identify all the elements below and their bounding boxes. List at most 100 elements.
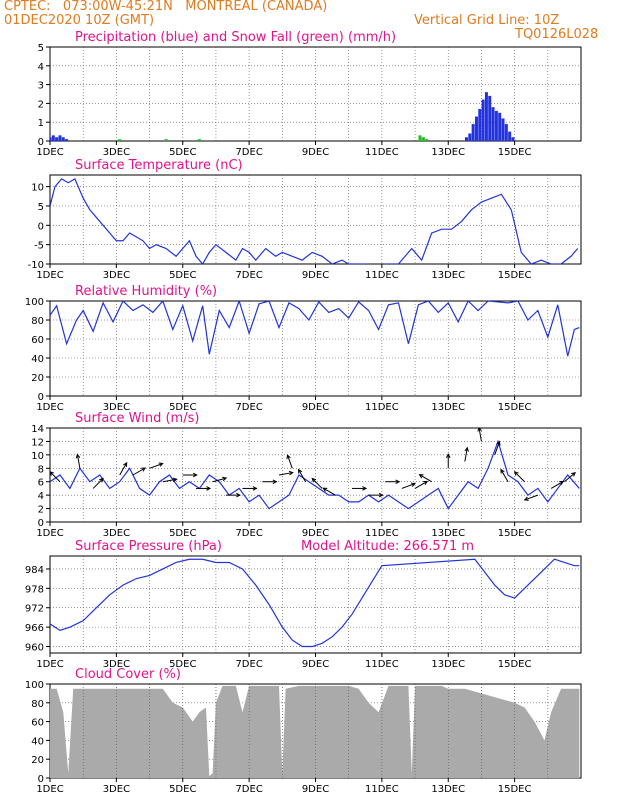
rh-xtick-label: 9DEC <box>302 402 329 413</box>
wind-panel <box>46 427 582 526</box>
temp-series-line <box>50 178 579 264</box>
wind-arrow-shaft <box>311 478 323 489</box>
wind-xtick-label: 13DEC <box>431 528 465 539</box>
rh-ytick-label: 0 <box>38 392 44 403</box>
cloud-xtick-label: 7DEC <box>235 784 262 795</box>
temp-xtick-label: 11DEC <box>365 270 399 281</box>
wind-xtick-label: 9DEC <box>302 528 329 539</box>
wind-arrow-head <box>410 482 416 487</box>
precip-ytick-label: 4 <box>38 62 44 73</box>
cloud-plot <box>50 684 580 778</box>
location-header: CPTEC: 073:00W-45:21N MONTREAL (CANADA) <box>4 0 328 14</box>
wind-arrow-head <box>571 472 576 477</box>
wind-arrow-head <box>322 487 328 492</box>
rh-ytick-label: 40 <box>31 354 44 365</box>
cloud-xtick-label: 9DEC <box>302 784 329 795</box>
precip-bar <box>474 116 478 141</box>
wind-series-line <box>50 439 580 510</box>
wind-arrow-shaft <box>564 472 576 483</box>
wind-arrow-head <box>464 446 469 452</box>
wind-arrow-head <box>496 440 501 446</box>
rh-ytick-label: 100 <box>25 297 44 308</box>
pressure-xtick-label: 5DEC <box>169 659 196 670</box>
wind-arrow-head <box>141 467 147 472</box>
wind-ytick-label: 0 <box>38 518 44 529</box>
temp-ytick-label: 0 <box>38 221 44 232</box>
precip-bar <box>498 112 502 141</box>
precip-bar <box>118 139 122 141</box>
wind-arrow-head <box>500 468 505 474</box>
wind-arrow-head <box>158 462 164 467</box>
precip-bar <box>501 118 505 141</box>
wind-arrow-shaft <box>149 463 163 469</box>
wind-title: Surface Wind (m/s) <box>75 411 199 426</box>
rh-plot <box>50 301 580 357</box>
wind-xtick-label: 3DEC <box>103 528 130 539</box>
wind-arrow-shaft <box>119 462 128 476</box>
wind-arrow-head <box>50 471 55 476</box>
precip-bar <box>197 139 201 141</box>
grid-note: Vertical Grid Line: 10Z <box>414 13 560 28</box>
rh-xtick-label: 7DEC <box>235 402 262 413</box>
temp-plot <box>50 178 579 264</box>
precip-bar <box>465 137 469 141</box>
wind-arrow-shaft <box>550 480 564 489</box>
precip-bar <box>508 131 512 141</box>
wind-arrow-shaft <box>323 487 336 496</box>
wind-xtick-label: 7DEC <box>235 528 262 539</box>
wind-xtick-label: 5DEC <box>169 528 196 539</box>
wind-arrow-head <box>378 492 384 498</box>
wind-arrow-head <box>252 486 258 491</box>
cloud-ytick-label: 0 <box>38 774 44 785</box>
cloud-ytick-label: 20 <box>31 755 44 766</box>
pressure-xtick-label: 11DEC <box>365 659 399 670</box>
rh-title: Relative Humidity (%) <box>75 284 217 299</box>
rh-xtick-label: 3DEC <box>103 402 130 413</box>
temp-xtick-label: 7DEC <box>235 270 262 281</box>
wind-arrow-shaft <box>162 478 177 483</box>
precip-bar <box>481 99 485 141</box>
precip-ytick-label: 1 <box>38 118 44 129</box>
rh-ytick-label: 80 <box>31 316 44 327</box>
temp-xtick-label: 15DEC <box>498 270 532 281</box>
cloud-xtick-label: 1DEC <box>36 784 63 795</box>
rh-series-line <box>50 301 580 357</box>
precip-xtick-label: 5DEC <box>169 147 196 158</box>
cloud-xtick-label: 5DEC <box>169 784 196 795</box>
rh-xtick-label: 11DEC <box>365 402 399 413</box>
rh-frame <box>49 300 582 397</box>
precip-panel <box>46 46 582 145</box>
temp-xtick-label: 3DEC <box>103 270 130 281</box>
model-code: TQ0126L028 <box>515 27 599 42</box>
precip-bar <box>164 139 168 141</box>
precip-xtick-label: 7DEC <box>235 147 262 158</box>
precip-bar <box>494 110 498 141</box>
precip-plot <box>50 92 515 141</box>
cloud-ytick-label: 40 <box>31 736 44 747</box>
rh-xtick-label: 15DEC <box>498 402 532 413</box>
precip-bar <box>418 135 422 141</box>
pressure-series-line <box>50 558 580 648</box>
wind-arrow-shaft <box>414 480 428 489</box>
precip-ytick-label: 2 <box>38 99 44 110</box>
cloud-xtick-label: 15DEC <box>498 784 532 795</box>
wind-ytick-label: 10 <box>31 451 44 462</box>
precip-xtick-label: 13DEC <box>431 147 465 158</box>
rh-panel <box>46 300 582 400</box>
cloud-xtick-label: 3DEC <box>103 784 130 795</box>
wind-ytick-label: 14 <box>31 424 44 435</box>
wind-arrow-shaft <box>76 454 81 469</box>
rh-ytick-label: 60 <box>31 335 44 346</box>
precip-bar <box>471 124 475 141</box>
wind-arrow-head <box>272 479 278 484</box>
precip-bar <box>488 95 492 141</box>
precip-bar <box>421 137 425 141</box>
wind-arrow-shaft <box>500 469 509 482</box>
temp-panel <box>46 174 582 268</box>
precip-bar <box>65 139 69 141</box>
wind-arrow-head <box>172 477 178 483</box>
pressure-plot <box>50 558 580 648</box>
rh-ytick-label: 20 <box>31 373 44 384</box>
